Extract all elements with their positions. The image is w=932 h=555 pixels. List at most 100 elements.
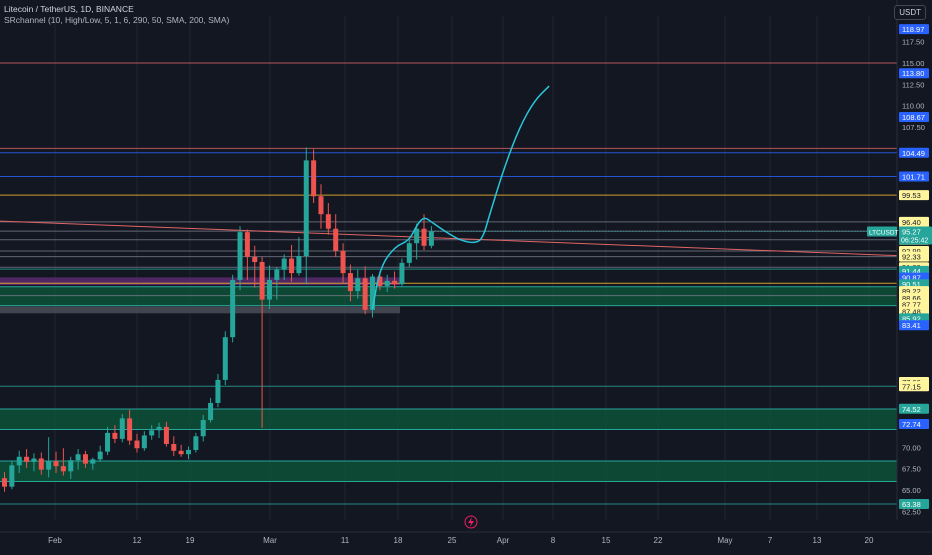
candle-body [421, 228, 427, 246]
candle-body [318, 196, 324, 215]
price-axis-label: 67.50 [902, 465, 921, 474]
time-axis-background [0, 530, 932, 550]
time-axis-label: Feb [48, 536, 62, 545]
time-axis-label: 19 [186, 536, 195, 545]
time-axis-label: 25 [448, 536, 457, 545]
candle-body [259, 262, 265, 300]
candle-body [31, 458, 37, 462]
candle-body [222, 337, 228, 380]
candle-body [296, 256, 302, 274]
time-axis-label: 22 [654, 536, 663, 545]
candle-body [266, 279, 272, 300]
candle-body [178, 450, 184, 455]
candle-body [141, 435, 147, 449]
candle-body [119, 418, 125, 439]
price-label-box [899, 190, 929, 201]
price-axis-label: 87.48 [902, 308, 921, 317]
currency-unit-button[interactable]: USDT [894, 5, 926, 20]
price-axis-label: 72.74 [902, 420, 921, 429]
candle-body [127, 418, 133, 441]
candle-body [392, 280, 398, 285]
candle-body [215, 379, 221, 403]
candle-body [384, 280, 390, 286]
price-axis-label: 63.38 [902, 500, 921, 509]
price-axis-label: 65.00 [902, 486, 921, 495]
price-axis-label: 112.50 [902, 80, 924, 89]
price-label-box [899, 171, 929, 182]
candle-body [406, 243, 412, 263]
candle-body [281, 258, 287, 270]
candle-body [75, 454, 81, 461]
candle-body [340, 250, 346, 274]
price-label-box [899, 418, 929, 429]
candle-body [186, 449, 191, 455]
candle-body [252, 256, 258, 263]
candle-body [377, 276, 383, 286]
price-axis-label: 87.77 [902, 301, 921, 310]
price-label-box [899, 24, 929, 35]
candle-body [112, 432, 118, 439]
indicator-label: SRchannel (10, High/Low, 5, 1, 6, 290, 5… [4, 15, 230, 25]
current-price-box [899, 226, 932, 245]
price-axis-label: 99.53 [902, 191, 921, 200]
projection-path [371, 85, 550, 310]
candle-body [362, 278, 368, 310]
sr-zone-green [0, 408, 897, 430]
price-axis-label: 70.00 [902, 443, 921, 452]
price-axis-label: 85.92 [902, 314, 921, 323]
sr-zone-green [0, 286, 897, 306]
time-axis-label: 18 [394, 536, 403, 545]
lightning-icon [464, 515, 478, 529]
price-axis-label: 115.00 [902, 59, 924, 68]
candle-body [105, 432, 111, 452]
price-label-box [899, 68, 929, 79]
candle-body [355, 278, 361, 292]
chart-title: Litecoin / TetherUS, 1D, BINANCE [4, 4, 134, 14]
candle-body [171, 443, 177, 451]
price-axis-label: 104.49 [902, 149, 925, 158]
price-axis-label: 83.41 [902, 321, 921, 330]
candle-body [289, 258, 295, 274]
candle-body [325, 214, 331, 229]
candle-body [134, 440, 140, 449]
candle-body [24, 456, 30, 462]
time-axis-label: 11 [341, 536, 350, 545]
time-axis-label: 13 [813, 536, 822, 545]
candle-body [82, 454, 88, 464]
price-axis-label: 101.71 [902, 173, 925, 182]
price-label-box [899, 216, 929, 227]
candle-body [303, 160, 309, 257]
price-axis-label: 118.97 [902, 25, 924, 34]
price-axis-label: 92.99 [902, 247, 921, 256]
price-axis-label: 96.40 [902, 218, 921, 227]
candle-body [347, 273, 353, 292]
price-axis-label: 91.44 [902, 267, 921, 276]
candle-body [163, 426, 169, 444]
price-axis-label: 88.66 [902, 294, 921, 303]
symbol-tag-box [867, 226, 897, 237]
candle-body [399, 262, 405, 285]
candle-body [9, 465, 15, 487]
candle-body [200, 420, 206, 437]
price-axis-label: 90.87 [902, 274, 921, 283]
candle-body [414, 228, 420, 244]
candle-body [90, 459, 96, 464]
price-axis-label: 89.22 [902, 287, 921, 296]
candle-body [193, 436, 199, 450]
current-price-label: 95.27 [902, 228, 921, 237]
time-axis-label: 8 [551, 536, 556, 545]
price-axis-label: 113.80 [902, 69, 924, 78]
candle-body [244, 232, 250, 257]
candle-body [16, 456, 22, 466]
price-axis-label: 92.33 [902, 253, 921, 262]
candle-body [68, 460, 74, 472]
time-axis-label: May [717, 536, 732, 545]
candle-body [60, 466, 66, 472]
time-axis-label: 12 [133, 536, 142, 545]
candle-body [311, 160, 317, 197]
price-label-box [899, 498, 929, 509]
candle-body [38, 458, 44, 470]
